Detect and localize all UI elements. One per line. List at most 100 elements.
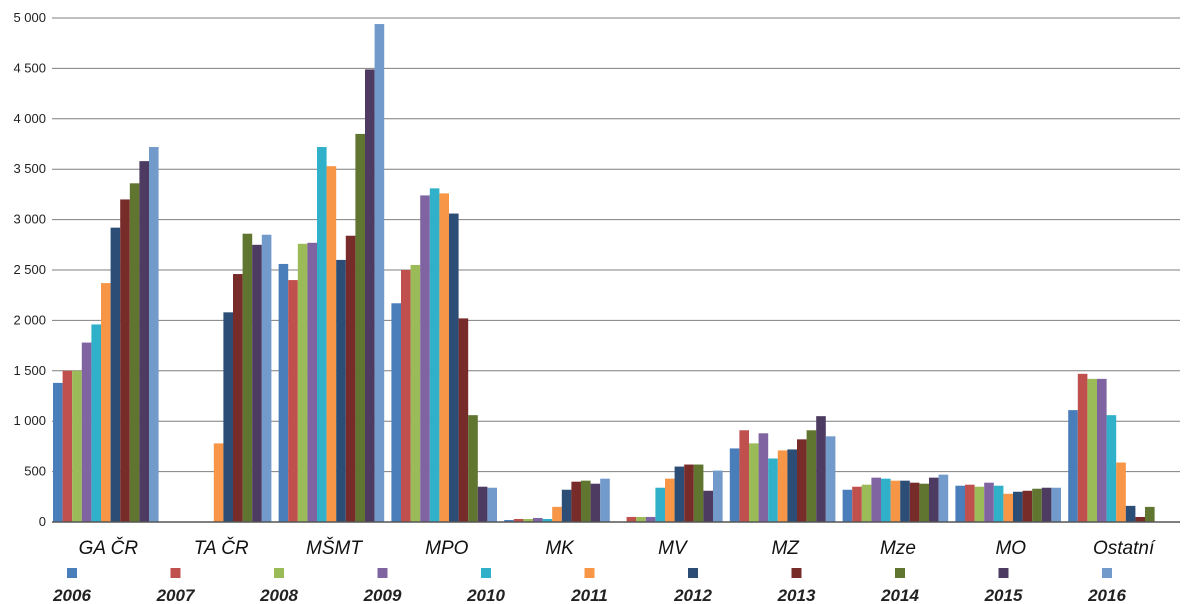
y-tick-label: 3 000 (13, 212, 46, 227)
bar (797, 439, 807, 522)
legend-label: 2008 (259, 586, 298, 604)
bar (1077, 373, 1088, 522)
bar (233, 274, 243, 522)
bar (900, 480, 910, 522)
legend[interactable]: 2006 2007 2008 2009 2010 2011 2012 2013 2014 2015… (52, 568, 1126, 604)
bar (693, 464, 704, 522)
bar (729, 448, 740, 522)
category-label: MPO (425, 538, 469, 559)
gridlines (52, 17, 1180, 473)
bar (758, 433, 769, 522)
bar (825, 436, 836, 522)
bar (468, 415, 478, 522)
legend-swatch (998, 568, 1009, 578)
bar (1041, 487, 1052, 522)
bar (713, 470, 723, 522)
bar (561, 489, 572, 522)
bar (307, 242, 317, 522)
bar (938, 474, 949, 522)
bars (53, 24, 1155, 523)
legend-label: 2009 (363, 586, 402, 604)
bar (665, 478, 675, 522)
bar (806, 430, 817, 522)
category-label: MK (545, 538, 575, 559)
category-label: Ostatní (1093, 538, 1156, 559)
y-tick-label: 1 500 (13, 363, 46, 378)
category-label: MO (995, 538, 1026, 559)
bar (81, 342, 92, 522)
legend-swatch (791, 568, 802, 578)
bar (62, 370, 73, 522)
bar (777, 450, 788, 522)
bar (993, 485, 1004, 522)
y-tick-label: 0 (39, 514, 46, 529)
bar (600, 478, 610, 522)
category-label: Mze (880, 538, 916, 559)
bar (749, 443, 759, 522)
bar (955, 485, 965, 522)
bar (297, 243, 308, 523)
bar (1145, 506, 1155, 522)
bar (129, 183, 140, 522)
legend-swatch (170, 568, 181, 578)
bar (1125, 505, 1136, 522)
bar (110, 227, 121, 522)
bar (252, 244, 262, 523)
category-label: TA ČR (194, 537, 249, 559)
bar (336, 259, 346, 522)
legend-label: 2016 (1087, 586, 1126, 604)
legend-swatch (481, 568, 491, 578)
bar (101, 283, 111, 522)
bar (816, 416, 826, 522)
bar (120, 199, 130, 522)
y-tick-label: 2 500 (13, 262, 46, 277)
bar (213, 443, 224, 522)
y-tick-label: 500 (24, 464, 46, 479)
bar (626, 516, 637, 522)
bar (326, 166, 337, 522)
bar (439, 193, 449, 522)
y-tick-label: 3 500 (13, 161, 46, 176)
bar (542, 518, 553, 522)
legend-label: 2013 (777, 586, 816, 604)
category-labels: GA ČR TA ČR MŠMT MPO MK MV MZ Mze MO Ostatní (79, 537, 1156, 559)
category-label: MŠMT (306, 537, 363, 559)
bar (139, 161, 149, 523)
legend-swatch (1102, 568, 1112, 578)
bar (984, 482, 994, 522)
y-axis-tick-labels: 0 500 1 000 1 500 2 000 2 500 3 000 3 500 4 000 4… (13, 10, 46, 529)
bar (317, 147, 327, 523)
bar (391, 303, 401, 522)
legend-label: 2006 (52, 586, 91, 604)
y-tick-label: 4 500 (13, 60, 46, 75)
bar (871, 477, 881, 522)
legend-swatch (688, 568, 698, 578)
bar (974, 486, 985, 522)
category-label: MZ (771, 538, 800, 559)
bar (1051, 487, 1061, 522)
bar (581, 480, 591, 522)
bar (1013, 491, 1023, 522)
legend-label: 2015 (984, 586, 1023, 604)
legend-label: 2010 (466, 586, 505, 604)
bar (149, 147, 159, 523)
bar (374, 24, 385, 522)
bar (571, 481, 581, 522)
bar (420, 195, 430, 522)
bar (645, 516, 656, 522)
bar (1106, 415, 1117, 522)
bar (513, 518, 524, 522)
bar (487, 487, 497, 522)
legend-swatch (274, 568, 284, 578)
bar (523, 518, 533, 522)
bar (1068, 410, 1078, 522)
bar (909, 482, 920, 522)
legend-label: 2014 (880, 586, 919, 604)
bar (636, 516, 646, 522)
bar (261, 234, 272, 522)
bar (890, 480, 901, 522)
bar (242, 233, 253, 522)
bar (881, 478, 891, 522)
bar (410, 264, 421, 522)
